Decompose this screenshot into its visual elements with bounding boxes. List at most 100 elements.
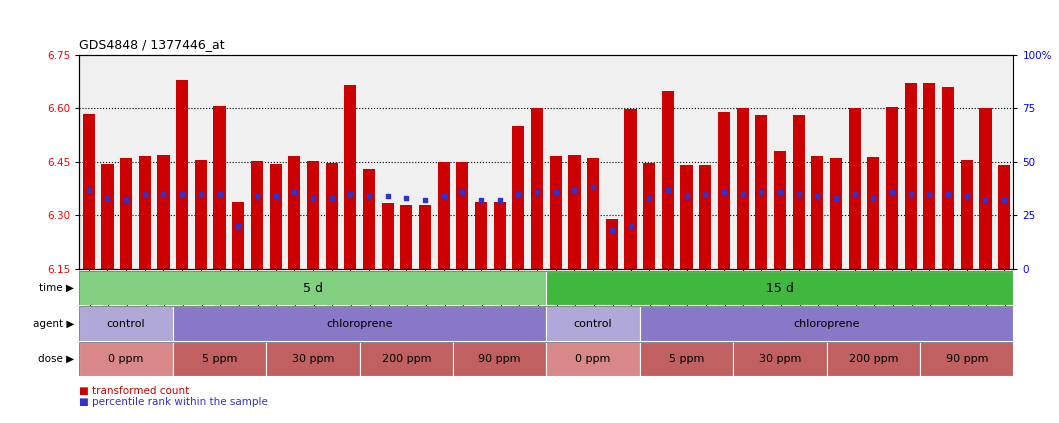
- Point: [435, 192, 452, 199]
- Point: [528, 188, 545, 195]
- Bar: [251, 161, 263, 269]
- Point: [174, 190, 191, 197]
- Point: [660, 186, 677, 193]
- Bar: [662, 91, 674, 269]
- Bar: [943, 87, 954, 269]
- Bar: [195, 160, 207, 269]
- Point: [883, 188, 900, 195]
- Bar: [344, 85, 357, 269]
- Bar: [513, 126, 524, 269]
- Point: [772, 188, 789, 195]
- Point: [454, 188, 471, 195]
- Text: dose ▶: dose ▶: [38, 354, 74, 364]
- Point: [977, 197, 994, 203]
- Bar: [531, 108, 543, 269]
- Point: [585, 184, 602, 191]
- Bar: [550, 157, 562, 269]
- Bar: [325, 163, 338, 269]
- Text: 15 d: 15 d: [766, 282, 794, 294]
- Bar: [102, 164, 113, 269]
- Bar: [400, 205, 412, 269]
- Point: [604, 227, 621, 233]
- Point: [697, 190, 714, 197]
- Point: [137, 190, 154, 197]
- Point: [491, 197, 508, 203]
- Point: [641, 195, 658, 201]
- Point: [902, 190, 919, 197]
- Point: [548, 188, 564, 195]
- Point: [622, 222, 639, 229]
- Bar: [830, 158, 842, 269]
- Text: control: control: [107, 319, 145, 329]
- Bar: [173, 342, 266, 376]
- Bar: [961, 160, 973, 269]
- Bar: [173, 306, 546, 341]
- Bar: [475, 202, 487, 269]
- Point: [211, 190, 228, 197]
- Point: [286, 188, 303, 195]
- Bar: [587, 158, 599, 269]
- Bar: [232, 202, 245, 269]
- Point: [566, 186, 582, 193]
- Bar: [640, 306, 1013, 341]
- Bar: [79, 271, 546, 305]
- Bar: [269, 164, 282, 269]
- Text: 90 ppm: 90 ppm: [946, 354, 988, 364]
- Bar: [625, 109, 636, 269]
- Bar: [288, 157, 301, 269]
- Point: [193, 190, 210, 197]
- Bar: [904, 83, 917, 269]
- Text: agent ▶: agent ▶: [33, 319, 74, 329]
- Point: [716, 188, 733, 195]
- Text: 5 ppm: 5 ppm: [669, 354, 704, 364]
- Point: [118, 197, 134, 203]
- Bar: [266, 342, 360, 376]
- Point: [416, 197, 433, 203]
- Text: 5 ppm: 5 ppm: [202, 354, 237, 364]
- Bar: [381, 203, 394, 269]
- Text: 200 ppm: 200 ppm: [381, 354, 431, 364]
- Bar: [307, 161, 319, 269]
- Text: ■ transformed count: ■ transformed count: [79, 386, 190, 396]
- Text: 0 ppm: 0 ppm: [108, 354, 144, 364]
- Bar: [640, 342, 733, 376]
- Text: GDS4848 / 1377446_at: GDS4848 / 1377446_at: [79, 38, 226, 51]
- Bar: [681, 165, 693, 269]
- Bar: [546, 271, 1013, 305]
- Point: [323, 195, 340, 201]
- Bar: [158, 155, 169, 269]
- Bar: [867, 157, 879, 269]
- Text: 30 ppm: 30 ppm: [758, 354, 802, 364]
- Bar: [363, 169, 375, 269]
- Bar: [699, 165, 712, 269]
- Point: [249, 192, 266, 199]
- Bar: [453, 342, 546, 376]
- Bar: [176, 80, 189, 269]
- Bar: [886, 107, 898, 269]
- Point: [155, 190, 172, 197]
- Bar: [811, 157, 824, 269]
- Point: [753, 188, 770, 195]
- Bar: [493, 202, 506, 269]
- Bar: [827, 342, 920, 376]
- Point: [510, 190, 527, 197]
- Point: [398, 195, 415, 201]
- Point: [472, 197, 489, 203]
- Point: [267, 192, 284, 199]
- Bar: [360, 342, 453, 376]
- Text: 90 ppm: 90 ppm: [479, 354, 521, 364]
- Point: [360, 192, 377, 199]
- Point: [678, 192, 695, 199]
- Point: [98, 195, 115, 201]
- Point: [379, 192, 396, 199]
- Point: [80, 186, 97, 193]
- Bar: [980, 108, 991, 269]
- Bar: [774, 151, 786, 269]
- Point: [846, 190, 863, 197]
- Bar: [456, 162, 468, 269]
- Bar: [923, 83, 935, 269]
- Point: [827, 195, 844, 201]
- Bar: [79, 342, 173, 376]
- Bar: [718, 112, 730, 269]
- Text: 0 ppm: 0 ppm: [575, 354, 611, 364]
